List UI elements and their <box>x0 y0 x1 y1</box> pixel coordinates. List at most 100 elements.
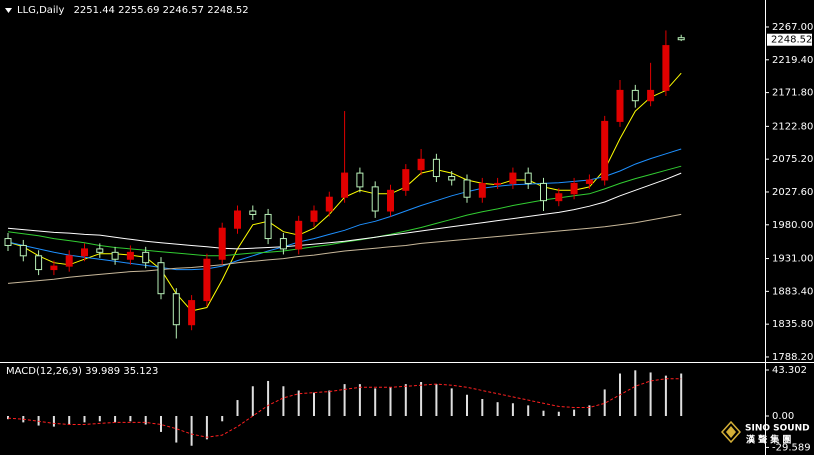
macd-bar <box>374 388 377 416</box>
macd-bar <box>634 370 637 416</box>
candle-body <box>234 210 241 229</box>
macd-bar <box>511 403 514 416</box>
candle-body <box>402 169 410 191</box>
price-tag-label: 2248.52 <box>771 35 812 46</box>
y-tick-label: 1980.00 <box>772 220 813 231</box>
candle-body <box>96 248 104 253</box>
macd-bar <box>190 415 193 446</box>
menu-triangle <box>5 8 12 13</box>
candle-body <box>157 262 165 295</box>
macd-bar <box>557 411 560 416</box>
candle-body <box>203 258 211 302</box>
y-tick-label: 2267.00 <box>772 22 813 33</box>
candle-body <box>478 182 486 198</box>
y-tick-label: 2122.80 <box>772 121 813 132</box>
macd-bar <box>221 415 224 422</box>
macd-bar <box>573 409 576 416</box>
moving-average <box>7 165 682 257</box>
macd-bar <box>144 415 147 425</box>
macd-bar <box>343 384 346 416</box>
macd-bar <box>649 372 652 416</box>
candle-body <box>111 251 119 260</box>
y-tick-label: 43.302 <box>772 365 807 376</box>
macd-bar <box>83 415 86 423</box>
macd-bar <box>160 415 162 432</box>
y-tick-label: 2219.40 <box>772 55 813 66</box>
macd-value: 39.989 <box>85 366 120 377</box>
candle-body <box>463 179 471 198</box>
logo-icon <box>720 420 742 444</box>
candle-body <box>555 193 563 202</box>
candle-body <box>218 227 226 260</box>
macd-bar <box>297 390 300 416</box>
macd-bar <box>481 399 484 416</box>
candle-body <box>662 45 670 91</box>
indicator-label: MACD(12,26,9) 39.989 35.123 <box>6 366 158 377</box>
macd-bar <box>328 390 331 416</box>
candle-body <box>616 89 624 122</box>
candle-body <box>432 158 440 178</box>
candle-body <box>142 251 150 264</box>
candle-body <box>279 238 287 250</box>
signal-value: 35.123 <box>123 366 158 377</box>
candle-body <box>50 265 58 271</box>
macd-bar <box>52 415 55 427</box>
indicator-name: MACD(12,26,9) <box>6 366 82 377</box>
candle-body <box>570 182 578 195</box>
macd-bar <box>7 415 9 420</box>
macd-bar <box>114 415 117 423</box>
moving-average <box>7 148 682 271</box>
macd-bar <box>129 415 132 422</box>
y-tick-label: 2171.80 <box>772 88 813 99</box>
candle-body <box>35 255 43 271</box>
y-tick-label: 1931.00 <box>772 254 813 265</box>
symbol: LLG,Daily <box>17 5 64 16</box>
logo-icon <box>726 426 736 438</box>
candle-body <box>325 196 333 212</box>
candle-body <box>601 120 609 181</box>
candle-body <box>509 172 517 184</box>
candle-body <box>387 189 394 212</box>
y-tick-label: 0.00 <box>772 411 794 422</box>
macd-bar <box>236 400 239 416</box>
candle-body <box>585 179 593 184</box>
moving-average <box>7 172 682 250</box>
macd-bar <box>588 405 591 416</box>
y-tick-label: 1835.80 <box>772 319 813 330</box>
macd-bar <box>527 405 530 416</box>
macd-bar <box>205 415 208 440</box>
logo-text: SINO SOUND <box>745 424 810 434</box>
candle-body <box>677 37 685 41</box>
chart-title: LLG,Daily 2251.44 2255.69 2246.57 2248.5… <box>17 5 249 16</box>
macd-bar <box>664 375 667 416</box>
macd-bar <box>389 387 392 416</box>
macd-bar <box>435 384 438 416</box>
macd-bar <box>603 389 606 416</box>
macd-bar <box>313 392 315 416</box>
y-tick-label: 2075.20 <box>772 154 813 165</box>
logo-text: 漢 聲 集 團 <box>746 434 791 446</box>
candle-body <box>81 248 88 257</box>
candle-body <box>371 186 379 212</box>
macd-bar <box>680 373 683 416</box>
y-tick-label: 1883.40 <box>772 286 813 297</box>
candle-body <box>19 244 27 257</box>
y-tick-label: 2027.60 <box>772 187 813 198</box>
candle-body <box>249 210 257 215</box>
macd-bar <box>420 382 423 416</box>
macd-bar <box>466 394 468 416</box>
candle-body <box>341 172 349 198</box>
macd-bar <box>267 380 270 416</box>
price-tag <box>767 33 812 46</box>
candle-body <box>540 182 547 202</box>
candle-body <box>172 293 180 326</box>
candle-body <box>310 210 318 222</box>
y-tick-label: 1788.20 <box>772 352 813 363</box>
moving-average <box>7 213 682 284</box>
macd-bar <box>98 415 101 422</box>
candle-body <box>524 172 532 184</box>
candle-body <box>126 251 134 260</box>
